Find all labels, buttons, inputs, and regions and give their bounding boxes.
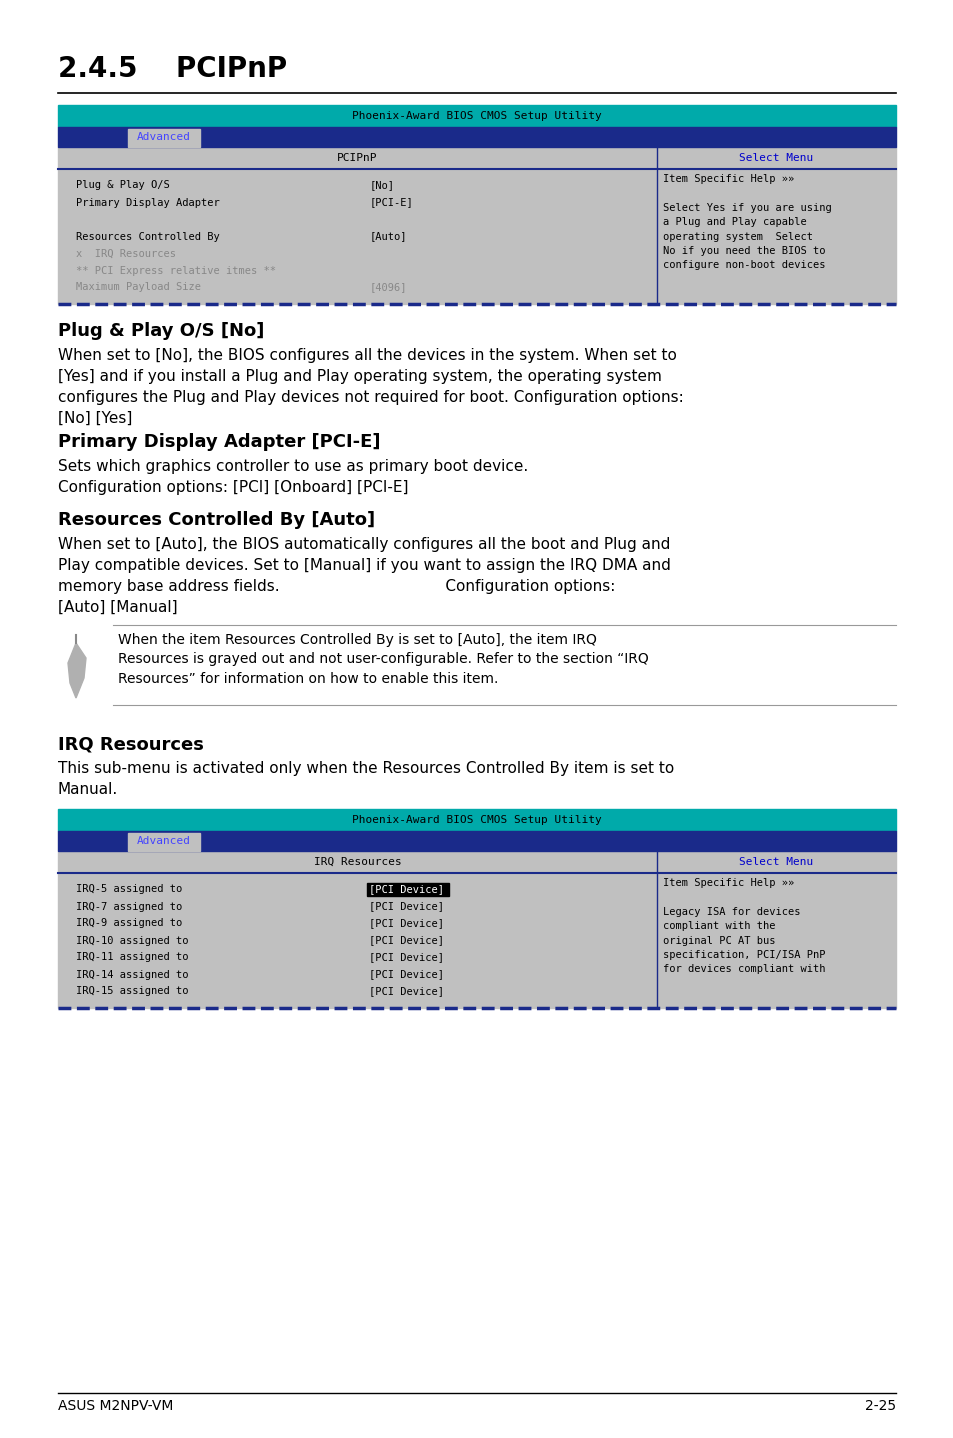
Text: IRQ-7 assigned to: IRQ-7 assigned to	[76, 902, 182, 912]
Text: Phoenix-Award BIOS CMOS Setup Utility: Phoenix-Award BIOS CMOS Setup Utility	[352, 815, 601, 825]
Bar	[58, 831, 895, 851]
Text: IRQ-11 assigned to: IRQ-11 assigned to	[76, 952, 189, 962]
Bar	[128, 129, 200, 147]
Text: PCIPnP: PCIPnP	[337, 152, 377, 162]
Bar	[58, 851, 895, 1008]
Text: When set to [Auto], the BIOS automatically configures all the boot and Plug and
: When set to [Auto], the BIOS automatical…	[58, 536, 670, 615]
Text: Maximum Payload Size: Maximum Payload Size	[76, 282, 201, 292]
Text: Resources Controlled By: Resources Controlled By	[76, 232, 219, 242]
Text: When set to [No], the BIOS configures all the devices in the system. When set to: When set to [No], the BIOS configures al…	[58, 348, 683, 426]
Text: Plug & Play O/S: Plug & Play O/S	[76, 181, 170, 190]
Bar	[367, 178, 397, 193]
Text: 2-25: 2-25	[864, 1399, 895, 1414]
Bar	[58, 810, 895, 831]
Text: This sub-menu is activated only when the Resources Controlled By item is set to
: This sub-menu is activated only when the…	[58, 761, 674, 797]
Text: Item Specific Help »»

Select Yes if you are using
a Plug and Play capable
opera: Item Specific Help »» Select Yes if you …	[662, 174, 831, 270]
Text: [PCI Device]: [PCI Device]	[369, 884, 444, 894]
Text: [PCI Device]: [PCI Device]	[369, 919, 444, 929]
Text: x  IRQ Resources: x IRQ Resources	[76, 249, 175, 259]
Text: IRQ-15 assigned to: IRQ-15 assigned to	[76, 986, 189, 997]
Text: Sets which graphics controller to use as primary boot device.
Configuration opti: Sets which graphics controller to use as…	[58, 459, 528, 495]
Text: Advanced: Advanced	[137, 835, 191, 846]
Text: Resources Controlled By [Auto]: Resources Controlled By [Auto]	[58, 510, 375, 529]
Text: ** PCI Express relative itmes **: ** PCI Express relative itmes **	[76, 266, 275, 276]
Text: [PCI Device]: [PCI Device]	[369, 969, 444, 979]
Text: Primary Display Adapter: Primary Display Adapter	[76, 197, 219, 207]
Text: Select Menu: Select Menu	[739, 152, 813, 162]
Text: [PCI-E]: [PCI-E]	[369, 197, 413, 207]
Text: [PCI Device]: [PCI Device]	[369, 952, 444, 962]
Text: IRQ-10 assigned to: IRQ-10 assigned to	[76, 936, 189, 946]
Bar	[58, 147, 895, 303]
Text: IRQ Resources: IRQ Resources	[58, 735, 204, 754]
Text: IRQ-14 assigned to: IRQ-14 assigned to	[76, 969, 189, 979]
Bar	[58, 127, 895, 147]
Text: 2.4.5    PCIPnP: 2.4.5 PCIPnP	[58, 55, 287, 83]
Text: [Auto]: [Auto]	[369, 232, 407, 242]
Bar	[58, 810, 895, 1008]
Text: ASUS M2NPV-VM: ASUS M2NPV-VM	[58, 1399, 173, 1414]
Text: [PCI Device]: [PCI Device]	[369, 986, 444, 997]
Bar	[58, 105, 895, 303]
Bar	[58, 105, 895, 127]
Text: When the item Resources Controlled By is set to [Auto], the item IRQ
Resources i: When the item Resources Controlled By is…	[118, 633, 648, 686]
Text: Plug & Play O/S [No]: Plug & Play O/S [No]	[58, 322, 264, 339]
Text: [PCI Device]: [PCI Device]	[369, 936, 444, 946]
Polygon shape	[68, 643, 86, 697]
Text: Item Specific Help »»

Legacy ISA for devices
compliant with the
original PC AT : Item Specific Help »» Legacy ISA for dev…	[662, 879, 824, 975]
Text: IRQ Resources: IRQ Resources	[314, 857, 401, 867]
Text: Primary Display Adapter [PCI-E]: Primary Display Adapter [PCI-E]	[58, 433, 380, 452]
Bar	[367, 883, 449, 896]
Text: [4096]: [4096]	[369, 282, 407, 292]
Text: [PCI Device]: [PCI Device]	[369, 902, 444, 912]
Text: Advanced: Advanced	[137, 132, 191, 142]
Text: Select Menu: Select Menu	[739, 857, 813, 867]
Text: IRQ-9 assigned to: IRQ-9 assigned to	[76, 919, 182, 929]
Bar	[128, 833, 200, 851]
Text: Phoenix-Award BIOS CMOS Setup Utility: Phoenix-Award BIOS CMOS Setup Utility	[352, 111, 601, 121]
Text: [No]: [No]	[369, 181, 395, 190]
Text: IRQ-5 assigned to: IRQ-5 assigned to	[76, 884, 182, 894]
